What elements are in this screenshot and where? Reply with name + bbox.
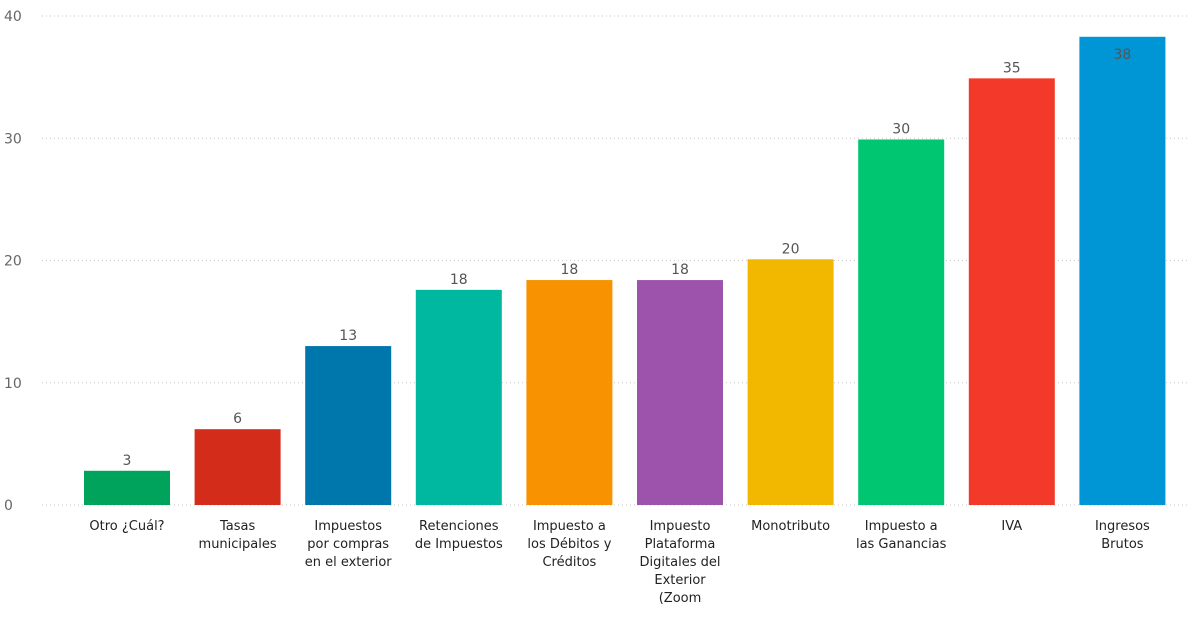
x-tick-label-8: IVA	[1001, 519, 1022, 534]
x-tick-label-line: Impuesto a	[865, 519, 938, 534]
data-label-5: 18	[671, 262, 689, 278]
bar-3	[415, 289, 502, 505]
y-tick-label-30: 30	[4, 131, 22, 147]
bar-9	[1079, 36, 1166, 505]
data-label-4: 18	[560, 262, 578, 278]
x-tick-label-line: Brutos	[1101, 537, 1144, 552]
y-tick-label-20: 20	[4, 254, 22, 270]
x-tick-label-line: IVA	[1001, 519, 1022, 534]
bar-4	[526, 280, 613, 505]
bar-2	[305, 346, 392, 505]
x-tick-label-6: Monotributo	[751, 519, 830, 534]
x-tick-label-5: Impuesto Plataforma Digitales del Exterior (…	[640, 519, 721, 606]
x-tick-label-9: Ingresos Brutos	[1095, 519, 1150, 552]
x-tick-label-line: Otro ¿Cuál?	[89, 519, 164, 534]
x-tick-label-2: Impuestos por compras en el exterior	[305, 519, 393, 570]
x-tick-label-7: Impuesto a las Ganancias	[856, 519, 947, 552]
x-tick-label-line: Monotributo	[751, 519, 830, 534]
y-tick-label-40: 40	[4, 9, 22, 25]
bar-0	[84, 470, 170, 505]
data-label-1: 6	[233, 411, 242, 427]
bar-8	[968, 78, 1055, 505]
x-tick-label-line: Ingresos	[1095, 519, 1150, 534]
x-tick-label-line: los Débitos y	[527, 537, 611, 552]
x-tick-label-line: Impuestos	[314, 519, 382, 534]
y-tick-label-0: 0	[4, 498, 13, 514]
bar-6	[747, 259, 834, 505]
x-tick-label-line: Digitales del	[640, 555, 721, 570]
x-tick-label-line: Plataforma	[645, 537, 716, 552]
x-tick-label-line: Créditos	[542, 555, 596, 570]
x-tick-label-line: municipales	[199, 537, 277, 552]
data-label-2: 13	[339, 328, 357, 344]
x-tick-label-line: Exterior	[654, 573, 706, 588]
x-tick-label-line: Tasas	[219, 519, 255, 534]
x-tick-label-line: (Zoom	[659, 591, 702, 606]
x-tick-label-line: por compras	[307, 537, 389, 552]
x-tick-label-line: Impuesto	[650, 519, 711, 534]
data-label-8: 35	[1003, 60, 1021, 76]
bar-7	[858, 139, 945, 505]
data-label-6: 20	[782, 241, 800, 257]
data-label-7: 30	[892, 121, 910, 137]
x-tick-label-4: Impuesto a los Débitos y Créditos	[527, 519, 611, 570]
data-label-9: 38	[1113, 47, 1131, 63]
x-tick-label-0: Otro ¿Cuál?	[89, 519, 164, 534]
x-tick-label-line: Impuesto a	[533, 519, 606, 534]
bar-5	[637, 280, 723, 505]
x-tick-label-3: Retenciones de Impuestos	[415, 519, 503, 552]
bar-1	[194, 429, 281, 505]
x-tick-label-line: en el exterior	[305, 555, 393, 570]
x-tick-label-line: de Impuestos	[415, 537, 503, 552]
x-tick-label-line: Retenciones	[419, 519, 499, 534]
x-tick-label-1: Tasas municipales	[199, 519, 277, 552]
x-tick-label-line: las Ganancias	[856, 537, 947, 552]
data-label-0: 3	[123, 453, 132, 469]
data-label-3: 18	[450, 272, 468, 288]
y-tick-label-10: 10	[4, 376, 22, 392]
